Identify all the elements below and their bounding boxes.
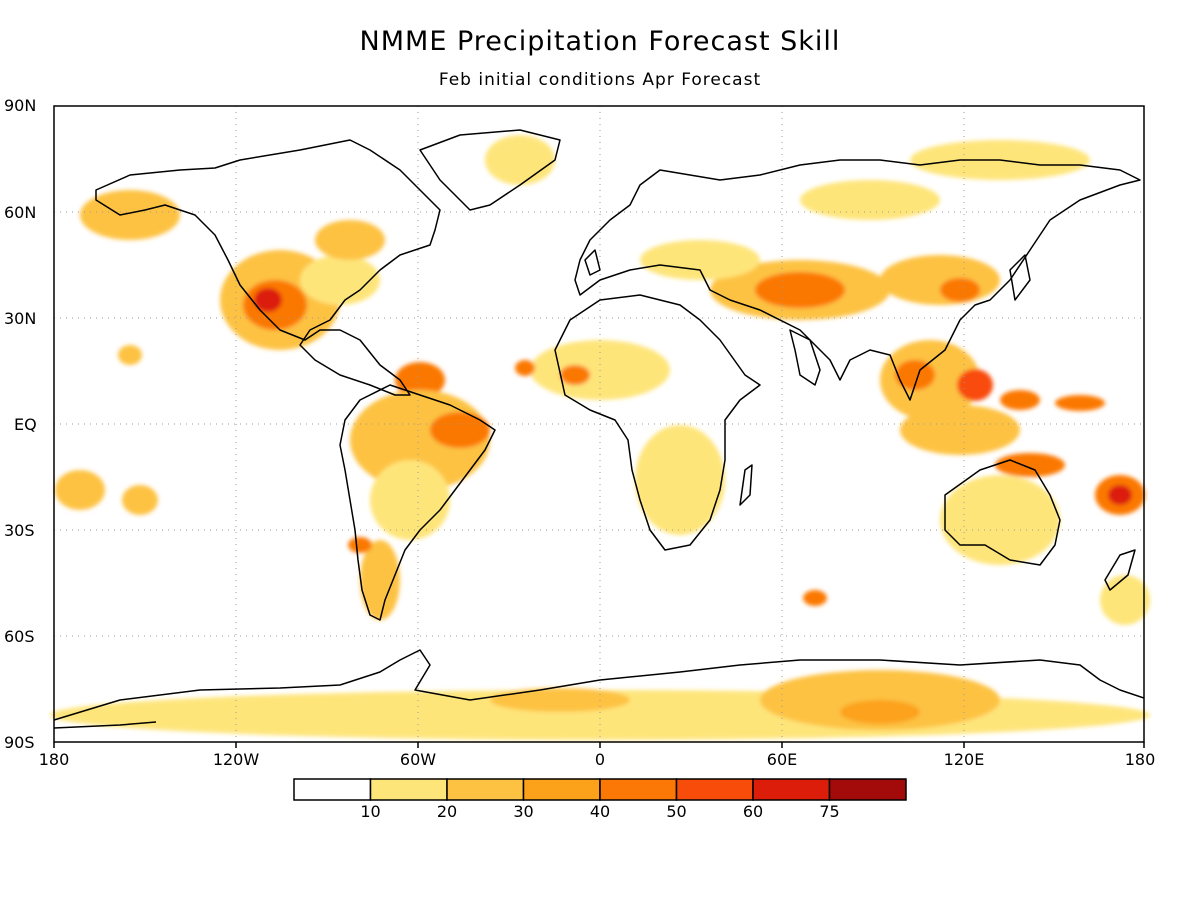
lat-label-30s: 30S [4,521,35,540]
map-frame [53,105,1145,743]
colorbar-level-label: 40 [589,802,611,821]
colorbar-swatch [293,778,372,801]
colorbar-level-label: 60 [742,802,764,821]
lon-label-120w: 120W [212,750,260,769]
lat-label-60n: 60N [4,203,37,222]
skill-shading [50,135,1150,740]
colorbar-level-label: 30 [513,802,534,821]
map-title: NMME Precipitation Forecast Skill [359,26,841,57]
colorbar-level-label: 20 [436,802,458,821]
gridlines [54,106,1144,742]
colorbar-swatch [828,778,907,801]
colorbar [293,778,907,801]
lon-label-0: 0 [594,750,606,769]
lon-label-180w: 180 [38,750,70,769]
lon-label-180e: 180 [1124,750,1156,769]
lat-label-90s: 90S [4,733,35,752]
colorbar-swatch [369,778,448,801]
lat-label-eq: EQ [14,415,37,434]
lat-label-60s: 60S [4,627,35,646]
colorbar-swatch [599,778,678,801]
coastlines [53,129,1145,729]
colorbar-swatch [446,778,525,801]
colorbar-level-label: 50 [666,802,687,821]
lon-label-60e: 60E [766,750,798,769]
colorbar-swatch [522,778,601,801]
colorbar-swatch [675,778,754,801]
colorbar-level-label: 10 [360,802,381,821]
lat-label-90n: 90N [4,96,37,115]
lat-label-30n: 30N [4,309,37,328]
axis-ticks [53,742,1145,748]
colorbar-level-label: 75 [819,802,840,821]
map-subtitle: Feb initial conditions Apr Forecast [438,70,762,90]
lon-label-120e: 120E [943,750,985,769]
lon-label-60w: 60W [399,750,437,769]
colorbar-swatch [752,778,831,801]
